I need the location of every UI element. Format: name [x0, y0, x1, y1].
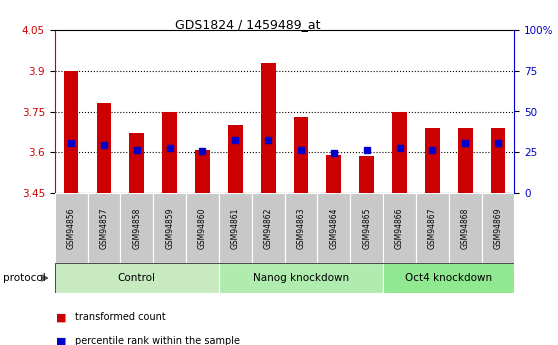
Text: GSM94863: GSM94863 — [296, 207, 305, 249]
Bar — [350, 193, 383, 263]
Text: GSM94859: GSM94859 — [165, 207, 174, 249]
Bar — [55, 193, 88, 263]
Text: GSM94869: GSM94869 — [494, 207, 503, 249]
Text: Oct4 knockdown: Oct4 knockdown — [405, 273, 492, 283]
Text: GSM94865: GSM94865 — [362, 207, 371, 249]
Bar — [162, 111, 177, 193]
Bar — [64, 71, 79, 193]
Text: GSM94864: GSM94864 — [329, 207, 338, 249]
Text: GSM94856: GSM94856 — [66, 207, 75, 249]
Bar — [383, 263, 514, 293]
Text: GDS1824 / 1459489_at: GDS1824 / 1459489_at — [175, 18, 320, 31]
Bar — [129, 133, 144, 193]
Text: GSM94867: GSM94867 — [428, 207, 437, 249]
Bar — [458, 128, 473, 193]
Bar — [186, 193, 219, 263]
Bar — [153, 193, 186, 263]
Bar — [195, 149, 210, 193]
Text: protocol: protocol — [3, 273, 46, 283]
Bar — [121, 193, 153, 263]
Bar — [88, 193, 121, 263]
Bar — [359, 156, 374, 193]
Bar — [490, 128, 506, 193]
Text: percentile rank within the sample: percentile rank within the sample — [75, 336, 240, 345]
Bar — [326, 155, 341, 193]
Bar — [285, 193, 318, 263]
Bar — [228, 125, 243, 193]
Bar — [318, 193, 350, 263]
Bar — [416, 193, 449, 263]
Text: GSM94868: GSM94868 — [461, 207, 470, 249]
Bar — [425, 128, 440, 193]
Text: transformed count: transformed count — [75, 312, 166, 322]
Bar — [383, 193, 416, 263]
Text: GSM94858: GSM94858 — [132, 207, 141, 249]
Bar — [482, 193, 514, 263]
Bar — [219, 263, 383, 293]
Text: Nanog knockdown: Nanog knockdown — [253, 273, 349, 283]
Bar — [97, 104, 112, 193]
Text: GSM94857: GSM94857 — [99, 207, 108, 249]
Text: GSM94866: GSM94866 — [395, 207, 404, 249]
Bar — [294, 117, 309, 193]
Bar — [252, 193, 285, 263]
Text: GSM94861: GSM94861 — [231, 207, 240, 249]
Bar — [219, 193, 252, 263]
Bar — [55, 263, 219, 293]
Bar — [392, 111, 407, 193]
Text: ■: ■ — [56, 336, 66, 345]
Bar — [449, 193, 482, 263]
Bar — [261, 62, 276, 193]
Text: Control: Control — [118, 273, 156, 283]
Text: ■: ■ — [56, 312, 66, 322]
Text: GSM94862: GSM94862 — [264, 207, 273, 249]
Text: GSM94860: GSM94860 — [198, 207, 207, 249]
